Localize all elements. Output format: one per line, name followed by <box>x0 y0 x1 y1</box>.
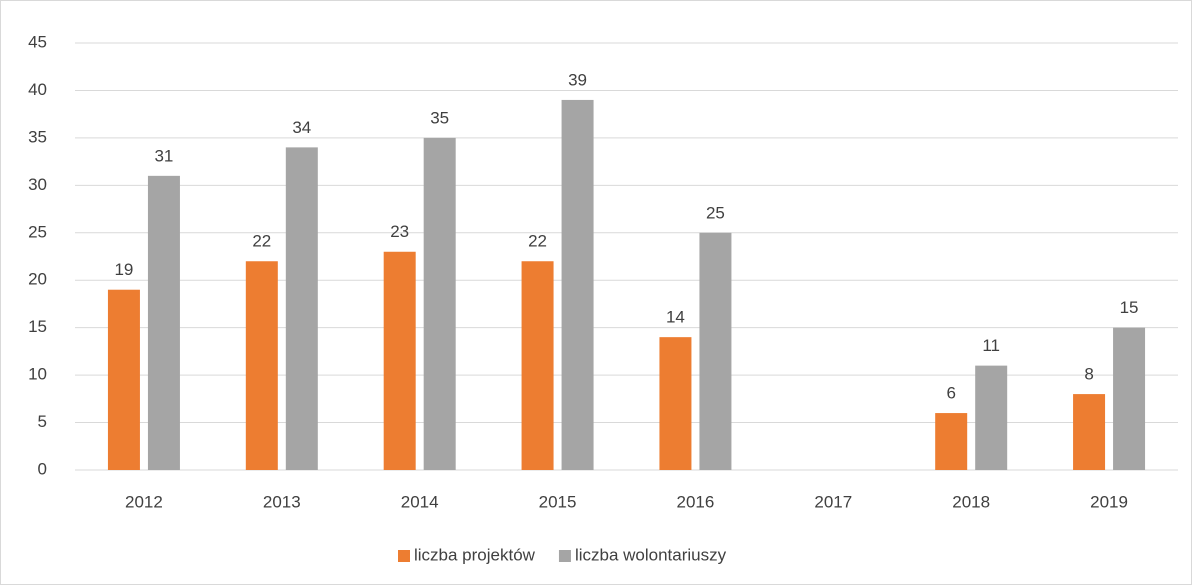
data-label: 34 <box>292 118 311 137</box>
bar <box>383 251 416 470</box>
y-tick-label: 5 <box>38 412 47 431</box>
legend-label: liczba wolontariuszy <box>575 545 727 564</box>
bar <box>285 147 318 470</box>
data-label: 11 <box>982 336 1000 355</box>
data-label: 6 <box>946 384 955 403</box>
bar <box>1113 327 1146 470</box>
data-label: 8 <box>1084 365 1093 384</box>
data-label: 22 <box>528 232 547 251</box>
bar <box>1073 394 1106 470</box>
data-label: 15 <box>1120 298 1139 317</box>
x-tick-label: 2015 <box>539 492 577 511</box>
y-tick-label: 45 <box>28 32 47 51</box>
y-tick-label: 10 <box>28 365 47 384</box>
bar <box>107 289 140 470</box>
data-label: 23 <box>390 222 409 241</box>
y-tick-label: 20 <box>28 270 47 289</box>
bar <box>245 261 278 470</box>
bar <box>935 413 968 470</box>
data-label: 19 <box>114 260 133 279</box>
x-tick-label: 2017 <box>814 492 852 511</box>
bar <box>659 337 692 470</box>
data-label: 25 <box>706 203 725 222</box>
x-tick-label: 2018 <box>952 492 990 511</box>
data-label: 31 <box>154 146 173 165</box>
x-tick-label: 2013 <box>263 492 301 511</box>
x-tick-label: 2012 <box>125 492 163 511</box>
y-tick-label: 25 <box>28 222 47 241</box>
bar <box>423 137 456 470</box>
data-label: 14 <box>666 308 685 327</box>
bar <box>975 365 1008 470</box>
data-label: 35 <box>430 108 449 127</box>
y-tick-label: 15 <box>28 317 47 336</box>
legend-swatch <box>558 550 571 562</box>
legend-label: liczba projektów <box>414 545 536 564</box>
x-tick-label: 2016 <box>677 492 715 511</box>
y-tick-label: 30 <box>28 175 47 194</box>
bar <box>561 99 594 470</box>
bar <box>147 175 180 470</box>
bar <box>699 232 732 470</box>
data-label: 22 <box>252 232 271 251</box>
bar <box>521 261 554 470</box>
y-tick-label: 0 <box>38 459 47 478</box>
x-tick-label: 2014 <box>401 492 439 511</box>
y-tick-label: 35 <box>28 127 47 146</box>
x-tick-label: 2019 <box>1090 492 1128 511</box>
legend-swatch <box>398 550 410 562</box>
y-tick-label: 40 <box>28 80 47 99</box>
data-label: 39 <box>568 70 587 89</box>
